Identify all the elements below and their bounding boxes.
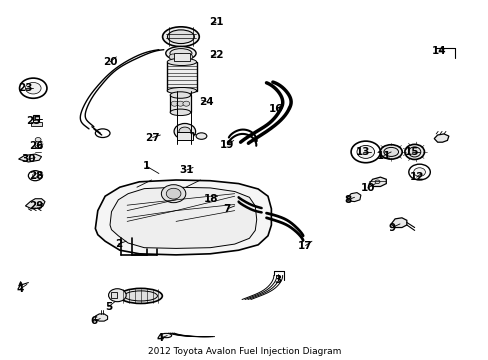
Polygon shape	[110, 187, 256, 248]
Text: 3: 3	[274, 275, 281, 285]
Ellipse shape	[170, 109, 190, 116]
Circle shape	[171, 101, 178, 106]
Circle shape	[177, 54, 184, 60]
Text: 7: 7	[223, 204, 231, 214]
Ellipse shape	[196, 133, 206, 139]
Polygon shape	[433, 134, 448, 142]
Circle shape	[35, 138, 41, 142]
Text: 27: 27	[145, 132, 160, 143]
Text: 25: 25	[26, 116, 41, 126]
Text: 6: 6	[90, 316, 97, 326]
Circle shape	[183, 101, 189, 106]
Polygon shape	[95, 314, 107, 321]
Ellipse shape	[407, 147, 420, 157]
Circle shape	[25, 82, 41, 94]
Text: 11: 11	[376, 150, 390, 161]
Text: 26: 26	[29, 141, 44, 151]
Circle shape	[350, 141, 380, 163]
Ellipse shape	[165, 46, 196, 60]
Text: 15: 15	[404, 147, 418, 157]
Text: 20: 20	[102, 57, 117, 67]
Circle shape	[356, 145, 374, 158]
Circle shape	[179, 127, 190, 136]
Text: 28: 28	[29, 171, 44, 181]
Text: 16: 16	[268, 104, 283, 114]
Bar	[167, 62, 196, 91]
Ellipse shape	[35, 141, 41, 148]
Text: 1: 1	[143, 161, 150, 171]
Circle shape	[184, 54, 192, 60]
Text: 17: 17	[298, 240, 312, 251]
Bar	[33, 115, 39, 123]
Text: 31: 31	[179, 165, 194, 175]
Circle shape	[413, 168, 425, 176]
Circle shape	[20, 78, 47, 98]
Ellipse shape	[404, 144, 424, 159]
Text: 4: 4	[156, 333, 164, 343]
Ellipse shape	[380, 145, 401, 159]
Polygon shape	[19, 154, 41, 162]
Text: 9: 9	[388, 222, 395, 233]
Polygon shape	[95, 180, 271, 255]
Text: 18: 18	[203, 194, 218, 204]
Circle shape	[408, 164, 429, 180]
Circle shape	[177, 101, 183, 106]
Text: 30: 30	[21, 154, 36, 164]
Ellipse shape	[95, 129, 110, 138]
Text: 29: 29	[29, 201, 44, 211]
Text: 14: 14	[431, 46, 446, 56]
Ellipse shape	[162, 27, 199, 46]
Circle shape	[169, 54, 177, 60]
Ellipse shape	[167, 30, 194, 44]
Text: 13: 13	[355, 147, 369, 157]
Ellipse shape	[167, 87, 196, 94]
Text: 4: 4	[17, 284, 24, 294]
Polygon shape	[390, 218, 406, 228]
Ellipse shape	[170, 49, 191, 58]
Circle shape	[166, 188, 181, 199]
Polygon shape	[368, 177, 386, 186]
Circle shape	[161, 185, 185, 203]
Circle shape	[32, 174, 38, 178]
Circle shape	[374, 180, 379, 184]
Ellipse shape	[170, 92, 190, 98]
Ellipse shape	[119, 288, 162, 303]
Ellipse shape	[124, 291, 157, 301]
Text: 24: 24	[199, 96, 213, 107]
Text: 2: 2	[115, 239, 122, 249]
Polygon shape	[25, 199, 45, 209]
Ellipse shape	[383, 148, 398, 156]
Bar	[173, 53, 190, 61]
Text: 8: 8	[344, 195, 351, 205]
Text: 12: 12	[408, 172, 423, 182]
Circle shape	[28, 171, 42, 181]
Circle shape	[174, 123, 195, 139]
Polygon shape	[346, 193, 360, 202]
Bar	[31, 122, 41, 126]
Text: 22: 22	[208, 50, 223, 60]
Circle shape	[108, 289, 126, 302]
Text: 21: 21	[208, 17, 223, 27]
Polygon shape	[19, 282, 22, 286]
Bar	[170, 95, 190, 112]
Ellipse shape	[167, 58, 196, 66]
Text: 10: 10	[360, 183, 374, 193]
Text: 2012 Toyota Avalon Fuel Injection Diagram: 2012 Toyota Avalon Fuel Injection Diagra…	[147, 346, 341, 356]
Bar	[177, 132, 192, 140]
Text: 5: 5	[105, 302, 112, 312]
Text: 19: 19	[220, 140, 234, 150]
Ellipse shape	[161, 333, 171, 338]
Text: 23: 23	[18, 83, 33, 93]
Bar	[111, 292, 117, 298]
